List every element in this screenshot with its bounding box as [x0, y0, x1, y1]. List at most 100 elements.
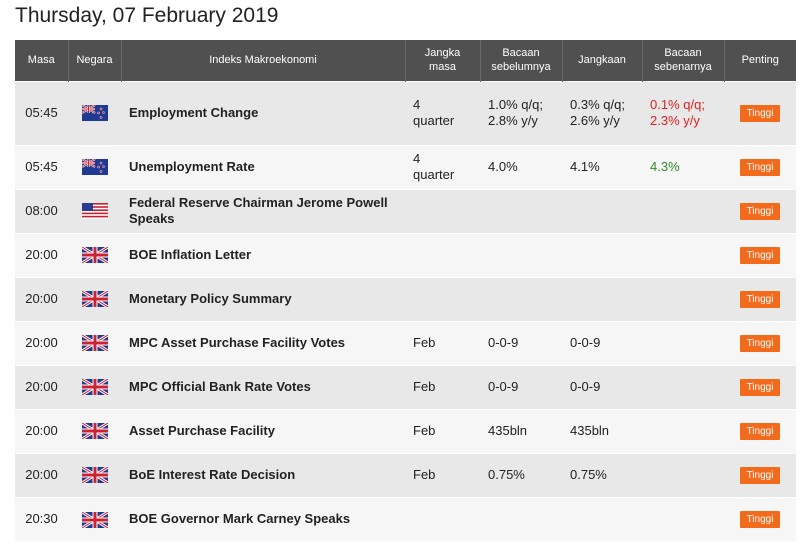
table-row[interactable]: 20:00 MPC Asset Purchase Facility Votes Fe…	[15, 321, 796, 365]
row-forecast	[562, 233, 642, 277]
row-previous	[480, 233, 562, 277]
table-row[interactable]: 20:00 BOE Inflation Letter Tinggi	[15, 233, 796, 277]
row-event[interactable]: MPC Official Bank Rate Votes	[129, 379, 311, 394]
uk-flag-icon	[81, 379, 108, 396]
table-row[interactable]: 20:00 MPC Official Bank Rate Votes Feb 0-0-…	[15, 365, 796, 409]
row-previous-text: 0-0-9	[488, 335, 519, 350]
importance-badge: Tinggi	[739, 203, 781, 220]
importance-badge: Tinggi	[739, 423, 781, 440]
row-actual-text: 4.3%	[650, 159, 680, 174]
table-row[interactable]: 20:30 BOE Governor Mark Carney Speaks Ting…	[15, 497, 796, 541]
row-importance: Tinggi	[724, 409, 796, 453]
row-previous-text: 4.0%	[488, 159, 518, 174]
row-actual	[642, 233, 724, 277]
row-country	[68, 365, 121, 409]
row-previous: 0-0-9	[480, 365, 562, 409]
row-importance: Tinggi	[724, 81, 796, 145]
header-country: Negara	[67, 40, 121, 81]
row-period: Feb	[405, 409, 480, 453]
row-event[interactable]: BoE Interest Rate Decision	[129, 467, 296, 482]
row-importance: Tinggi	[724, 453, 796, 497]
row-event[interactable]: Monetary Policy Summary	[129, 291, 292, 306]
row-event[interactable]: BOE Governor Mark Carney Speaks	[129, 511, 351, 527]
row-forecast-text: 435bln	[570, 423, 610, 438]
header-actual: Bacaan sebenarnya	[641, 40, 724, 81]
row-forecast: 0-0-9	[562, 365, 642, 409]
row-country	[68, 497, 121, 541]
row-period-text: Feb	[413, 335, 436, 350]
row-forecast-text: 4.1%	[570, 159, 600, 174]
row-actual	[642, 453, 724, 497]
row-forecast: 435bln	[562, 409, 642, 453]
row-actual	[642, 497, 724, 541]
row-actual	[642, 277, 724, 321]
row-previous: 435bln	[480, 409, 562, 453]
uk-flag-icon	[81, 511, 108, 528]
row-actual	[642, 365, 724, 409]
header-actual-label: Bacaan sebenarnya	[654, 47, 712, 74]
row-period-text: 4 quarter	[413, 97, 455, 128]
header-previous-label: Bacaan sebelumnya	[491, 47, 551, 74]
header-previous: Bacaan sebelumnya	[479, 40, 562, 81]
row-time: 20:00	[25, 423, 58, 438]
row-time: 05:45	[25, 159, 58, 174]
table-row[interactable]: 05:45 Employment Change 4 quarter 1.0% q/q;…	[15, 81, 796, 145]
importance-badge: Tinggi	[739, 105, 781, 122]
uk-flag-icon	[81, 423, 108, 440]
row-time: 08:00	[25, 203, 58, 218]
row-actual	[642, 409, 724, 453]
importance-badge: Tinggi	[739, 247, 781, 264]
row-forecast-text: 0.3% q/q; 2.6% y/y	[570, 97, 625, 128]
header-period-label: Jangka masa	[424, 47, 461, 74]
row-previous: 1.0% q/q; 2.8% y/y	[480, 81, 562, 145]
row-importance: Tinggi	[724, 365, 796, 409]
row-time: 20:00	[25, 467, 58, 482]
row-previous-text: 435bln	[488, 423, 528, 438]
row-country	[68, 189, 121, 233]
row-time: 20:00	[25, 335, 58, 350]
uk-flag-icon	[81, 291, 108, 308]
row-country	[68, 81, 121, 145]
row-importance: Tinggi	[724, 321, 796, 365]
nz-flag-icon	[81, 159, 108, 176]
table-row[interactable]: 05:45 Unemployment Rate 4 quarter 4.0% 4.1% 4…	[15, 145, 796, 189]
table-row[interactable]: 20:00 BoE Interest Rate Decision Feb 0.75% 0…	[15, 453, 796, 497]
row-previous-text: 0.75%	[488, 467, 525, 482]
row-forecast-text: 0-0-9	[570, 379, 601, 394]
table-row[interactable]: 08:00 Federal Reserve Chairman Jerome Pow…	[15, 189, 796, 233]
row-forecast	[562, 189, 642, 233]
importance-badge: Tinggi	[739, 467, 781, 484]
importance-badge: Tinggi	[739, 335, 781, 352]
row-period-text: Feb	[413, 423, 436, 438]
row-time: 05:45	[25, 105, 58, 120]
uk-flag-icon	[81, 467, 108, 484]
header-time: Masa	[27, 54, 55, 67]
header-importance: Penting	[723, 40, 796, 81]
row-event[interactable]: Unemployment Rate	[129, 159, 255, 174]
row-forecast: 4.1%	[562, 145, 642, 189]
row-previous-text: 1.0% q/q; 2.8% y/y	[488, 97, 543, 128]
importance-badge: Tinggi	[739, 511, 781, 529]
row-period-text: 4 quarter	[413, 151, 455, 182]
row-forecast: 0-0-9	[562, 321, 642, 365]
table-row[interactable]: 20:00 Asset Purchase Facility Feb 435bln 435…	[15, 409, 796, 453]
row-event[interactable]: BOE Inflation Letter	[129, 247, 252, 262]
row-event[interactable]: Federal Reserve Chairman Jerome Powell S…	[129, 195, 388, 226]
row-importance: Tinggi	[724, 497, 796, 541]
row-time: 20:00	[25, 379, 58, 394]
row-period-text: Feb	[413, 379, 436, 394]
row-country	[68, 321, 121, 365]
row-period	[405, 189, 480, 233]
row-period-text: Feb	[413, 467, 436, 482]
us-flag-icon	[81, 203, 108, 220]
row-event[interactable]: MPC Asset Purchase Facility Votes	[129, 335, 346, 350]
row-event[interactable]: Asset Purchase Facility	[129, 423, 275, 438]
row-period: Feb	[405, 453, 480, 497]
row-event[interactable]: Employment Change	[129, 105, 259, 120]
row-period	[405, 497, 480, 541]
row-previous: 4.0%	[480, 145, 562, 189]
row-actual: 0.1% q/q; 2.3% y/y	[642, 81, 724, 145]
table-row[interactable]: 20:00 Monetary Policy Summary Tinggi	[15, 277, 796, 321]
uk-flag-icon	[81, 335, 108, 352]
importance-badge: Tinggi	[739, 159, 781, 176]
